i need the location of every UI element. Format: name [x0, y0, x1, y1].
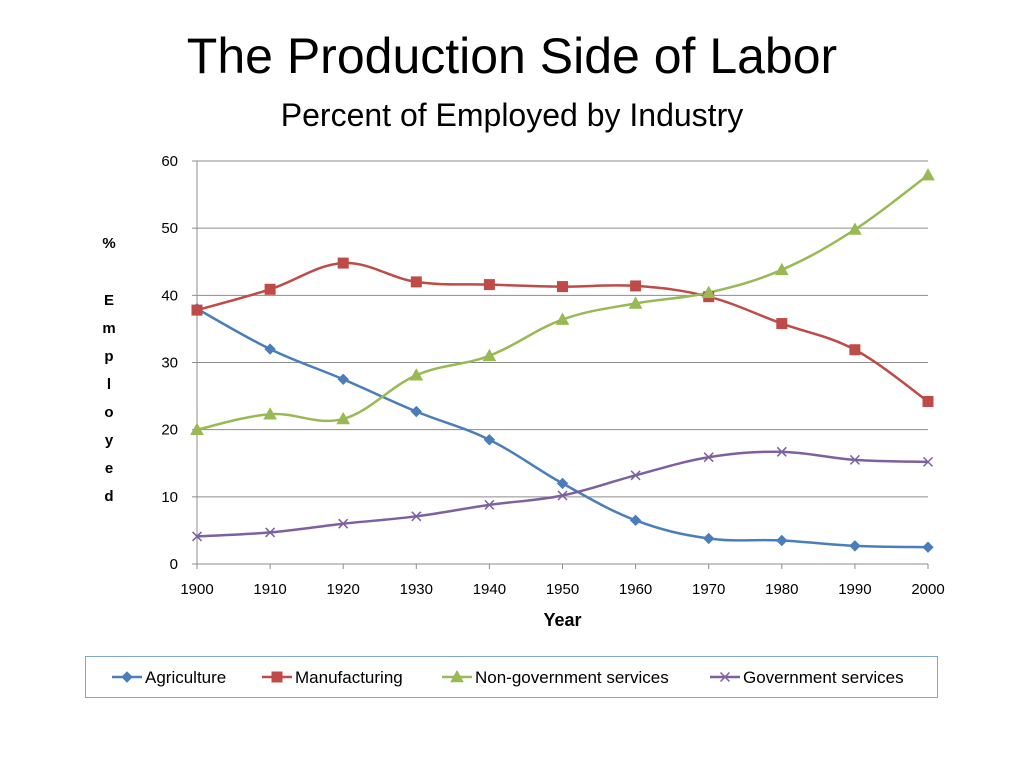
x-tick-label: 1920 [327, 581, 360, 598]
data-point-agriculture [629, 514, 642, 527]
data-point-manufacturing [337, 257, 349, 269]
data-point-non-government-services [409, 368, 424, 381]
x-tick-label: 1990 [838, 581, 871, 598]
series-line-non-government-services [196, 174, 929, 431]
data-point-agriculture [264, 343, 276, 355]
data-point-non-government-services [701, 285, 716, 298]
data-point-non-government-services [336, 411, 351, 425]
chart-legend [85, 656, 938, 698]
data-point-non-government-services [848, 222, 862, 235]
data-point-manufacturing [557, 281, 568, 293]
y-tick-label: 30 [161, 355, 178, 372]
series-line-agriculture [196, 307, 929, 549]
data-point-government-services [776, 446, 787, 457]
x-tick-label: 1930 [400, 581, 433, 598]
legend-marker-manufacturing [271, 671, 283, 683]
data-point-non-government-services [555, 312, 570, 325]
data-point-agriculture [337, 373, 349, 385]
data-point-non-government-services [263, 407, 277, 420]
data-point-non-government-services [628, 296, 643, 309]
data-point-government-services [411, 511, 422, 522]
legend-label-government-services: Government services [743, 668, 904, 687]
data-point-manufacturing [264, 283, 276, 295]
data-point-non-government-services [190, 422, 204, 435]
x-tick-label: 2000 [911, 581, 944, 598]
data-point-government-services [630, 470, 641, 481]
x-tick-label: 1970 [692, 581, 725, 598]
x-tick-label: 1900 [180, 581, 213, 598]
legend-label-non-government-services: Non-government services [475, 668, 669, 687]
data-point-government-services [922, 456, 934, 467]
data-point-government-services [191, 531, 203, 542]
y-tick-label: 10 [161, 489, 178, 506]
legend-label-agriculture: Agriculture [145, 668, 226, 687]
data-point-manufacturing [922, 395, 934, 407]
x-tick-label: 1960 [619, 581, 652, 598]
data-point-manufacturing [776, 318, 788, 330]
legend-marker-government-services [719, 671, 731, 683]
data-point-non-government-services [482, 348, 497, 362]
data-point-agriculture [849, 540, 861, 552]
y-tick-label: 60 [161, 153, 178, 170]
data-point-government-services [703, 452, 714, 463]
x-tick-label: 1950 [546, 581, 579, 598]
x-tick-label: 1910 [253, 581, 286, 598]
data-point-government-services [849, 454, 860, 465]
data-point-government-services [338, 518, 349, 529]
y-tick-label: 40 [161, 287, 178, 304]
data-point-government-services [265, 527, 276, 538]
data-point-agriculture [922, 541, 934, 553]
data-point-agriculture [483, 434, 496, 446]
data-point-agriculture [776, 534, 788, 547]
legend-marker-non-government-services [450, 669, 464, 683]
y-tick-label: 20 [161, 422, 178, 439]
data-point-manufacturing [410, 276, 422, 288]
x-tick-label: 1940 [473, 581, 506, 598]
data-point-manufacturing [849, 344, 861, 356]
data-point-agriculture [410, 405, 423, 418]
x-axis-label: Year [543, 610, 581, 630]
y-tick-label: 0 [170, 556, 178, 573]
data-point-non-government-services [921, 168, 935, 181]
data-point-manufacturing [483, 279, 495, 291]
x-tick-label: 1980 [765, 581, 798, 598]
y-tick-label: 50 [161, 220, 178, 237]
data-point-manufacturing [191, 304, 203, 316]
legend-marker-agriculture [121, 671, 133, 683]
data-point-government-services [557, 490, 568, 501]
slide-title: The Production Side of Labor [186, 28, 838, 84]
data-point-agriculture [702, 532, 715, 545]
data-point-manufacturing [630, 280, 642, 292]
series-line-government-services [196, 450, 929, 538]
legend-label-manufacturing: Manufacturing [295, 668, 403, 687]
data-point-non-government-services [774, 262, 789, 276]
data-point-government-services [484, 499, 495, 510]
chart-subtitle: Percent of Employed by Industry [280, 97, 744, 133]
data-point-agriculture [556, 477, 569, 490]
